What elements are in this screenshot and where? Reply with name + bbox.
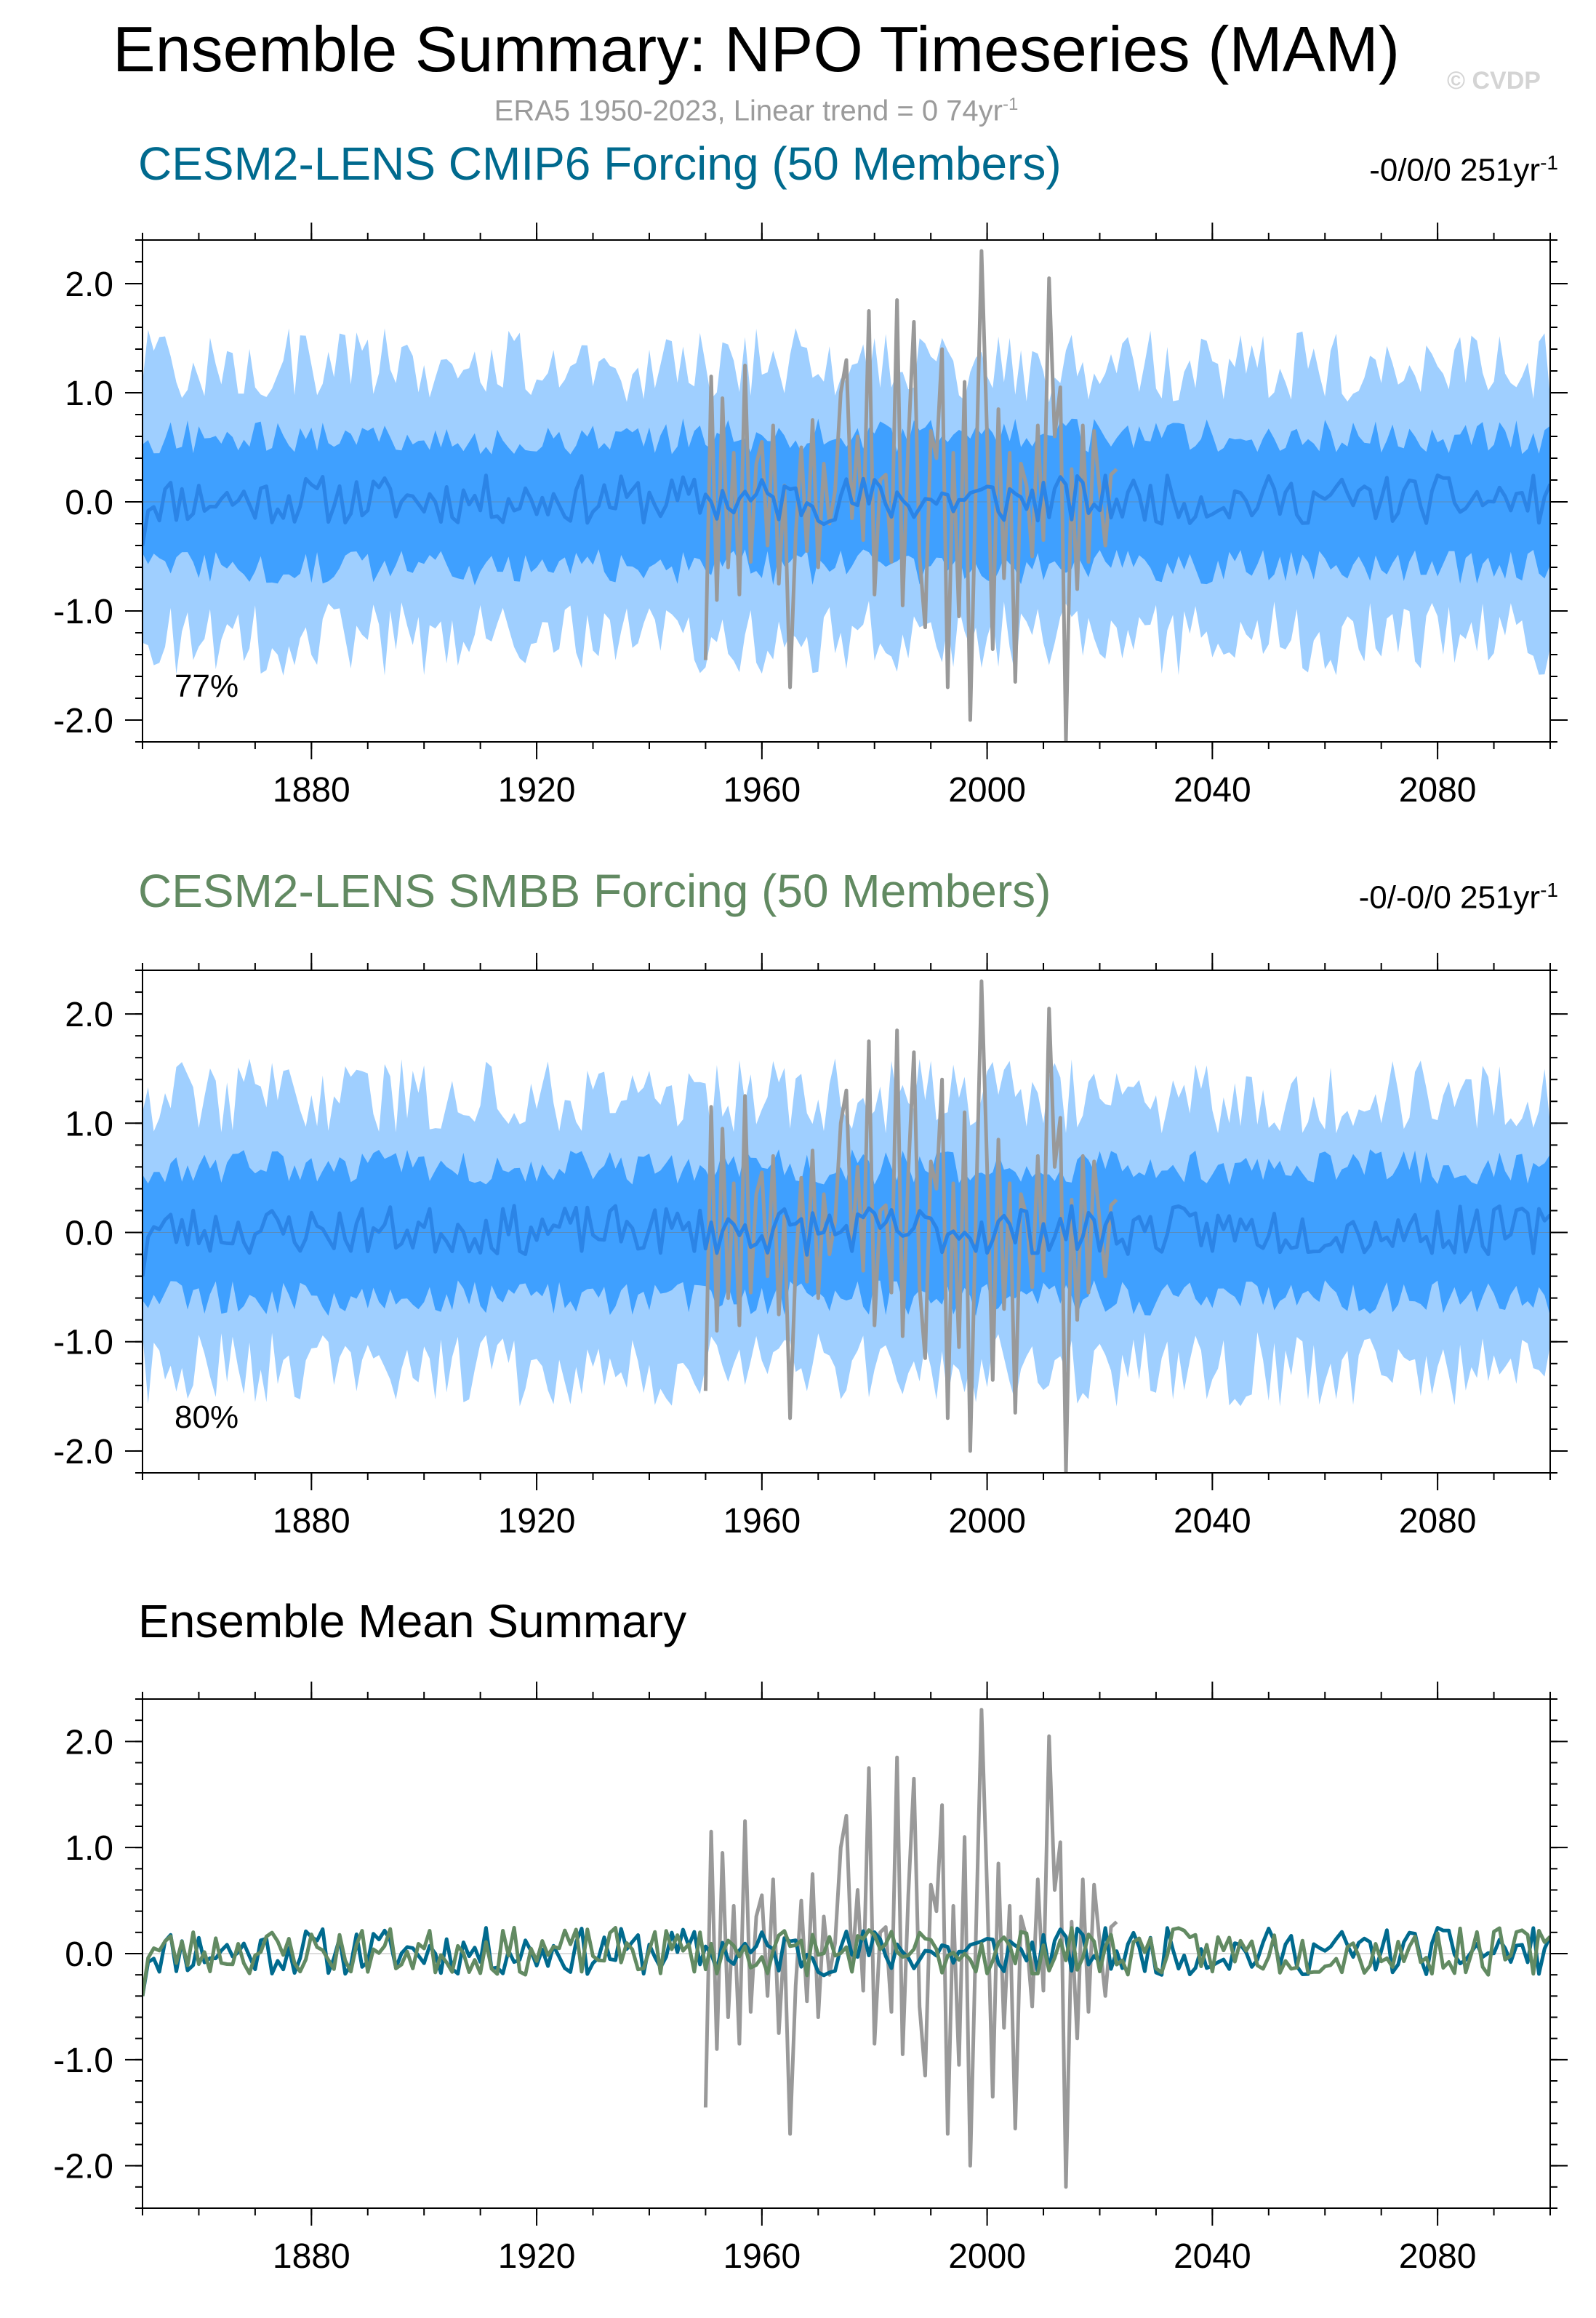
- x-tick-label: 2080: [1399, 771, 1477, 810]
- plot-frame: [142, 970, 1551, 1474]
- panel-2: 1880 1920 1960 2000 2040 2080 -2.0 -1.0 0.0 1.0 2.…: [53, 953, 1568, 1540]
- x-tick-label: 1960: [723, 1502, 801, 1540]
- watermark: © CVDP: [1447, 67, 1541, 95]
- y-tick-label: -2.0: [53, 2148, 113, 2186]
- x-tick-label: 1920: [498, 1502, 576, 1540]
- smbb-mean-line: [143, 1925, 1550, 1997]
- y-tick-label: -1.0: [53, 2042, 113, 2080]
- y-tick-label: 2.0: [65, 1723, 113, 1762]
- x-tick-label: 1920: [498, 771, 576, 810]
- y-tick-label: 0.0: [65, 484, 113, 522]
- trend-sup-smbb: -1: [1540, 879, 1558, 901]
- panel-3: 1880 1920 1960 2000 2040 2080 -2.0 -1.0 0.0 1.0 2.…: [53, 1682, 1568, 2276]
- trend-sup-cmip6: -1: [1540, 151, 1558, 174]
- x-tick-label: 2000: [948, 2237, 1026, 2276]
- x-tick-label: 2040: [1174, 771, 1251, 810]
- y-tick-label: 0.0: [65, 1935, 113, 1974]
- x-tick-label: 2080: [1399, 1502, 1477, 1540]
- y-tick-label: 2.0: [65, 265, 113, 304]
- subtitle-sup: -1: [1003, 95, 1019, 114]
- trend-label-cmip6: -0/0/0 251yr-1: [1369, 151, 1558, 189]
- obs-era5-line: [703, 249, 1118, 742]
- y-tick-label: 0.0: [65, 1215, 113, 1253]
- plot-area-3: [143, 1708, 1550, 2189]
- plot-area-2: [143, 979, 1550, 1473]
- x-tick-label: 1920: [498, 2237, 576, 2276]
- ensemble-mean-line: [143, 1204, 1550, 1276]
- panel-1: 1880 1920 1960 2000 2040 2080 -2.0 -1.0 0.0 1.0 2.…: [53, 223, 1568, 810]
- y-tick-label: -1.0: [53, 1324, 113, 1362]
- trend-text-cmip6: -0/0/0 251yr: [1369, 152, 1541, 188]
- trend-label-smbb: -0/-0/0 251yr-1: [1359, 879, 1558, 916]
- obs-era5-line: [703, 1708, 1118, 2189]
- y-tick-label: -1.0: [53, 593, 113, 631]
- y-tick-label: -2.0: [53, 702, 113, 740]
- x-tick-label: 2000: [948, 1502, 1026, 1540]
- y-tick-label: 1.0: [65, 1105, 113, 1143]
- y-tick-label: 1.0: [65, 1829, 113, 1868]
- obs-era5-line: [703, 979, 1118, 1473]
- ensemble-mean-line: [143, 473, 1550, 546]
- percent-label: 80%: [175, 1399, 238, 1435]
- plot-area-1: [143, 249, 1550, 742]
- x-tick-label: 1960: [723, 2237, 801, 2276]
- y-tick-label: 1.0: [65, 375, 113, 413]
- y-tick-label: 2.0: [65, 996, 113, 1034]
- y-tick-label: -2.0: [53, 1433, 113, 1471]
- x-tick-label: 2000: [948, 771, 1026, 810]
- panel-title-cmip6: CESM2-LENS CMIP6 Forcing (50 Members): [138, 137, 1062, 190]
- figure-title: Ensemble Summary: NPO Timeseries (MAM): [112, 13, 1400, 85]
- x-tick-label: 1960: [723, 771, 801, 810]
- x-tick-label: 1880: [273, 1502, 350, 1540]
- panel-title-smbb: CESM2-LENS SMBB Forcing (50 Members): [138, 865, 1051, 917]
- x-tick-label: 2040: [1174, 2237, 1251, 2276]
- x-tick-label: 1880: [273, 2237, 350, 2276]
- x-tick-label: 1880: [273, 771, 350, 810]
- x-tick-label: 2080: [1399, 2237, 1477, 2276]
- figure-subtitle: ERA5 1950-2023, Linear trend = 0 74yr-1: [0, 95, 1512, 127]
- subtitle-text: ERA5 1950-2023, Linear trend = 0 74yr: [494, 95, 1003, 127]
- plot-frame: [142, 239, 1551, 743]
- panel-title-ensemble-mean: Ensemble Mean Summary: [138, 1595, 687, 1647]
- x-tick-label: 2040: [1174, 1502, 1251, 1540]
- trend-text-smbb: -0/-0/0 251yr: [1358, 879, 1541, 916]
- percent-label: 77%: [175, 668, 238, 704]
- cmip6-mean-line: [143, 1926, 1550, 1997]
